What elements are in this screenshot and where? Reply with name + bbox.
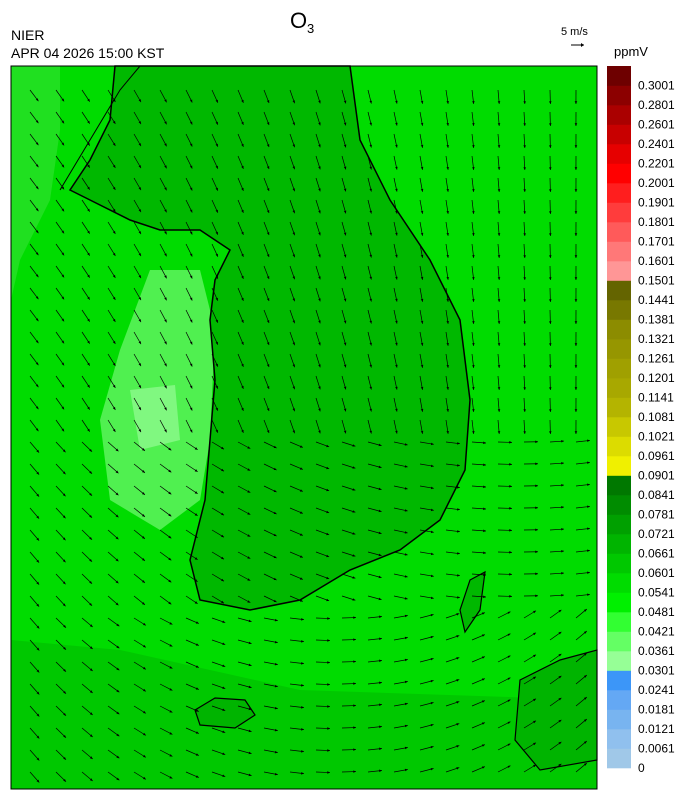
colorbar-segment: [607, 242, 631, 262]
colorbar-label: 0.1261: [638, 352, 675, 366]
colorbar-segment: [607, 144, 631, 164]
colorbar-segment: [607, 66, 631, 86]
colorbar-segment: [607, 476, 631, 496]
colorbar-label: 0.1501: [638, 274, 675, 288]
colorbar-label: 0.0961: [638, 449, 675, 463]
colorbar-segment: [607, 203, 631, 223]
colorbar-label: 0.1081: [638, 410, 675, 424]
colorbar-segment: [607, 437, 631, 457]
colorbar-label: 0.1801: [638, 215, 675, 229]
wind-scale-label: 5 m/s: [561, 26, 588, 38]
colorbar-segment: [607, 671, 631, 691]
colorbar-label: 0.0841: [638, 488, 675, 502]
agency: NIER: [11, 27, 44, 43]
colorbar-segment: [607, 495, 631, 515]
colorbar-segment: [607, 300, 631, 320]
colorbar-segment: [607, 515, 631, 535]
colorbar-label: 0.0241: [638, 683, 675, 697]
colorbar-label: 0.0361: [638, 644, 675, 658]
colorbar-segment: [607, 125, 631, 145]
wind-scale-arrowhead: [581, 43, 584, 47]
colorbar-label: 0.2001: [638, 176, 675, 190]
colorbar-label: 0: [638, 761, 645, 775]
colorbar-label: 0.0061: [638, 742, 675, 756]
colorbar-label: 0.2801: [638, 98, 675, 112]
colorbar-label: 0.1141: [638, 391, 674, 405]
colorbar-segment: [607, 261, 631, 281]
colorbar-label: 0.0781: [638, 508, 675, 522]
colorbar: 0 0.0061 0.0121 0.0181 0.0241 0.0301 0.0361 0.0…: [607, 66, 675, 775]
colorbar-label: 0.1901: [638, 196, 675, 210]
colorbar-segment: [607, 183, 631, 203]
colorbar-label: 0.0721: [638, 527, 675, 541]
colorbar-segment: [607, 105, 631, 125]
title: O: [290, 8, 307, 33]
colorbar-label: 0.2201: [638, 157, 675, 171]
colorbar-label: 0.1601: [638, 254, 675, 268]
colorbar-segment: [607, 417, 631, 437]
title-subscript: 3: [307, 21, 314, 36]
colorbar-label: 0.1021: [638, 430, 675, 444]
colorbar-label: 0.1701: [638, 235, 675, 249]
colorbar-segment: [607, 378, 631, 398]
colorbar-label: 0.3001: [638, 79, 675, 93]
colorbar-segment: [607, 729, 631, 749]
colorbar-segment: [607, 710, 631, 730]
colorbar-segment: [607, 359, 631, 379]
map: [11, 66, 597, 789]
colorbar-label: 0.1381: [638, 313, 675, 327]
colorbar-segment: [607, 222, 631, 242]
colorbar-segment: [607, 164, 631, 184]
colorbar-segment: [607, 651, 631, 671]
colorbar-segment: [607, 612, 631, 632]
colorbar-label: 0.0661: [638, 547, 675, 561]
colorbar-segment: [607, 339, 631, 359]
colorbar-segment: [607, 573, 631, 593]
colorbar-segment: [607, 593, 631, 613]
colorbar-label: 0.1201: [638, 371, 675, 385]
colorbar-label: 0.2401: [638, 137, 675, 151]
colorbar-segment: [607, 632, 631, 652]
colorbar-label: 0.0901: [638, 469, 675, 483]
colorbar-segment: [607, 398, 631, 418]
colorbar-label: 0.0541: [638, 586, 675, 600]
colorbar-segment: [607, 690, 631, 710]
colorbar-segment: [607, 320, 631, 340]
colorbar-segment: [607, 281, 631, 301]
colorbar-segment: [607, 749, 631, 769]
colorbar-segment: [607, 554, 631, 574]
colorbar-label: 0.0601: [638, 566, 675, 580]
datetime: APR 04 2026 15:00 KST: [11, 45, 165, 61]
colorbar-label: 0.0181: [638, 703, 675, 717]
colorbar-label: 0.2601: [638, 118, 675, 132]
colorbar-segment: [607, 456, 631, 476]
colorbar-label: 0.1441: [638, 293, 675, 307]
colorbar-label: 0.0121: [638, 722, 675, 736]
colorbar-segment: [607, 534, 631, 554]
colorbar-unit: ppmV: [614, 44, 648, 59]
colorbar-label: 0.1321: [638, 332, 675, 346]
colorbar-label: 0.0481: [638, 605, 675, 619]
colorbar-segment: [607, 86, 631, 106]
colorbar-label: 0.0421: [638, 625, 675, 639]
colorbar-label: 0.0301: [638, 664, 675, 678]
